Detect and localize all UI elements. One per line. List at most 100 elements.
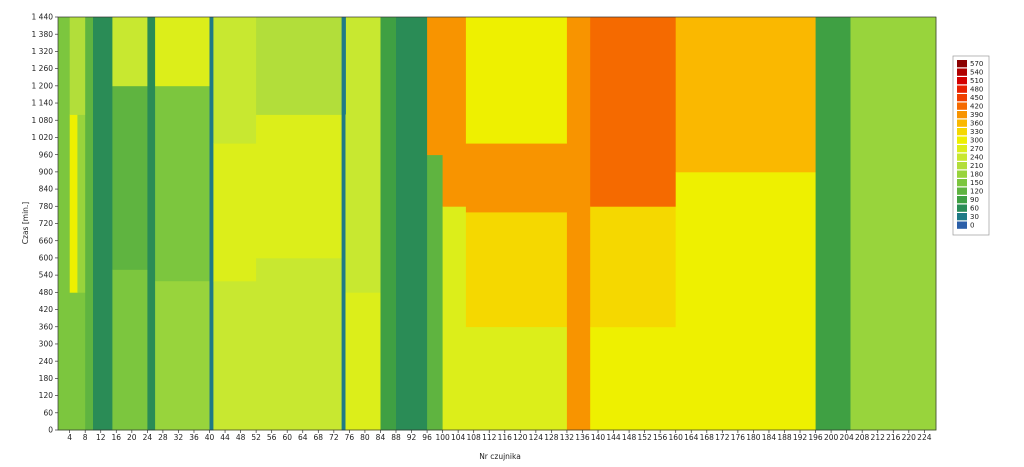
legend-label: 450 bbox=[970, 94, 983, 102]
y-tick-label: 720 bbox=[39, 219, 54, 228]
heatmap-cell bbox=[256, 17, 342, 115]
y-tick-label: 660 bbox=[39, 236, 54, 245]
y-tick-label: 420 bbox=[39, 305, 54, 314]
x-tick-label: 132 bbox=[560, 433, 575, 442]
x-tick-label: 64 bbox=[298, 433, 308, 442]
x-tick-label: 124 bbox=[529, 433, 544, 442]
y-tick-label: 1 020 bbox=[32, 133, 54, 142]
heatmap-cell bbox=[256, 257, 342, 431]
heatmap-cell bbox=[112, 85, 148, 270]
legend-swatch bbox=[957, 77, 967, 85]
y-tick-label: 360 bbox=[39, 322, 54, 331]
plot-area bbox=[58, 17, 937, 431]
legend-swatch bbox=[957, 213, 967, 221]
heatmap-cell bbox=[213, 143, 257, 282]
x-tick-label: 60 bbox=[282, 433, 292, 442]
heatmap-cell bbox=[155, 280, 210, 431]
x-tick-label: 52 bbox=[251, 433, 261, 442]
x-tick-label: 12 bbox=[96, 433, 106, 442]
y-tick-label: 840 bbox=[39, 185, 54, 194]
x-tick-label: 84 bbox=[376, 433, 386, 442]
heatmap-cell bbox=[850, 17, 937, 431]
legend-label: 360 bbox=[970, 120, 983, 128]
x-tick-label: 200 bbox=[824, 433, 839, 442]
heatmap-cell bbox=[213, 280, 257, 431]
x-tick-label: 108 bbox=[467, 433, 482, 442]
x-tick-label: 180 bbox=[746, 433, 761, 442]
y-tick-label: 300 bbox=[39, 340, 54, 349]
y-tick-label: 1 440 bbox=[32, 13, 54, 22]
x-axis-title: Nr czujnika bbox=[479, 452, 521, 461]
x-tick-label: 40 bbox=[205, 433, 215, 442]
legend-swatch bbox=[957, 162, 967, 170]
x-tick-label: 208 bbox=[855, 433, 870, 442]
x-tick-label: 160 bbox=[669, 433, 684, 442]
y-tick-label: 1 260 bbox=[32, 64, 54, 73]
x-tick-label: 156 bbox=[653, 433, 668, 442]
legend-label: 240 bbox=[970, 154, 983, 162]
heatmap-cell bbox=[69, 17, 86, 115]
x-tick-label: 32 bbox=[174, 433, 184, 442]
x-tick-label: 4 bbox=[67, 433, 72, 442]
x-tick-label: 204 bbox=[839, 433, 854, 442]
heatmap-cell bbox=[465, 17, 568, 144]
x-tick-label: 28 bbox=[158, 433, 168, 442]
heatmap-cell bbox=[93, 17, 113, 431]
y-tick-label: 540 bbox=[39, 271, 54, 280]
y-tick-label: 1 140 bbox=[32, 99, 54, 108]
legend-swatch bbox=[957, 68, 967, 76]
x-tick-label: 36 bbox=[189, 433, 199, 442]
y-tick-label: 780 bbox=[39, 202, 54, 211]
x-tick-label: 116 bbox=[498, 433, 513, 442]
x-tick-label: 220 bbox=[902, 433, 917, 442]
legend-label: 270 bbox=[970, 145, 983, 153]
x-tick-label: 68 bbox=[314, 433, 324, 442]
heatmap-cell bbox=[396, 17, 428, 431]
x-tick-label: 8 bbox=[83, 433, 88, 442]
legend-label: 570 bbox=[970, 60, 983, 68]
x-tick-label: 136 bbox=[575, 433, 590, 442]
heatmap-cell bbox=[112, 269, 148, 431]
x-tick-label: 164 bbox=[684, 433, 699, 442]
x-tick-label: 120 bbox=[513, 433, 528, 442]
heatmap-cell bbox=[442, 206, 467, 431]
x-tick-label: 104 bbox=[451, 433, 466, 442]
legend-label: 300 bbox=[970, 137, 983, 145]
heatmap-cell bbox=[465, 143, 568, 213]
heatmap-cell bbox=[155, 17, 210, 87]
heatmap-cell bbox=[155, 85, 210, 282]
x-tick-label: 188 bbox=[777, 433, 792, 442]
x-tick-label: 92 bbox=[407, 433, 417, 442]
y-tick-label: 1 380 bbox=[32, 30, 54, 39]
legend-label: 150 bbox=[970, 179, 983, 187]
legend-label: 390 bbox=[970, 111, 983, 119]
legend-swatch bbox=[957, 153, 967, 161]
legend-label: 90 bbox=[970, 196, 979, 204]
heatmap-cell bbox=[675, 171, 816, 328]
heatmap-cell bbox=[256, 114, 342, 259]
x-tick-label: 96 bbox=[422, 433, 432, 442]
legend-swatch bbox=[957, 102, 967, 110]
legend-swatch bbox=[957, 60, 967, 68]
y-axis-ticks: 1 440 1 380 1 320 1 260 1 200 1 140 1 080 1 020… bbox=[32, 13, 58, 435]
legend-swatch bbox=[957, 145, 967, 153]
heatmap-cell bbox=[345, 114, 381, 293]
heatmap-cell bbox=[465, 212, 568, 328]
legend-label: 60 bbox=[970, 205, 979, 213]
heatmap-cell bbox=[69, 292, 86, 431]
y-tick-label: 240 bbox=[39, 357, 54, 366]
heatmap-cell bbox=[345, 292, 381, 431]
y-axis-title: Czas [min.] bbox=[21, 202, 30, 245]
y-tick-label: 1 200 bbox=[32, 81, 54, 90]
y-tick-label: 600 bbox=[39, 254, 54, 263]
legend-swatch bbox=[957, 221, 967, 229]
x-tick-label: 48 bbox=[236, 433, 246, 442]
heatmap-cell bbox=[566, 17, 591, 431]
x-tick-label: 168 bbox=[700, 433, 715, 442]
color-legend: 5705405104804504203903603303002702402101… bbox=[952, 55, 990, 236]
x-tick-label: 72 bbox=[329, 433, 339, 442]
heatmap-cell bbox=[815, 17, 851, 431]
heatmap-cell bbox=[590, 326, 677, 431]
heatmap-cell bbox=[85, 17, 94, 431]
heatmap-cell bbox=[380, 17, 397, 431]
